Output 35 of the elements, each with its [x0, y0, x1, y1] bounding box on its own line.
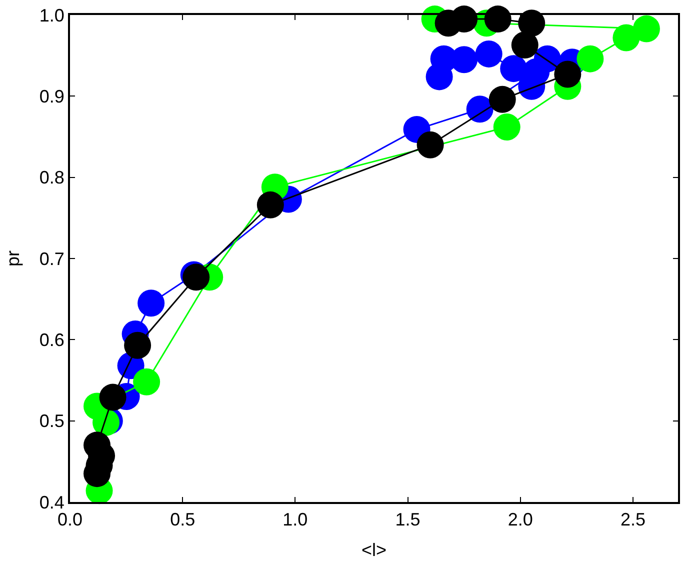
x-tick-label: 1.0 [282, 510, 308, 530]
point [632, 15, 660, 42]
y-tick-label: 0.6 [39, 330, 64, 350]
point [493, 114, 520, 140]
y-tick-label: 0.8 [39, 168, 64, 188]
point [511, 32, 538, 59]
point [256, 191, 284, 218]
y-tick-label: 0.4 [39, 492, 64, 512]
y-tick-label: 0.7 [39, 248, 64, 269]
y-axis-title: pr [3, 250, 24, 267]
x-tick-label: 0.5 [170, 510, 196, 530]
point [426, 63, 453, 90]
x-tick-label: 0.0 [57, 510, 83, 530]
point [554, 60, 582, 88]
x-axis-title: <l> [361, 540, 387, 560]
point [99, 384, 126, 411]
point [416, 131, 444, 158]
point [488, 86, 516, 113]
y-tick-label: 1.0 [39, 5, 64, 26]
x-tick-label: 2.0 [508, 510, 533, 530]
point [576, 45, 604, 72]
point [124, 332, 152, 359]
point [484, 6, 512, 33]
point [138, 290, 165, 317]
point [475, 40, 502, 68]
point [500, 55, 528, 82]
x-tick-label: 1.5 [395, 510, 420, 530]
point [612, 24, 640, 52]
y-tick-label: 0.9 [39, 86, 64, 106]
point [466, 96, 494, 123]
y-tick-label: 0.5 [39, 411, 64, 432]
point [133, 368, 160, 396]
point [534, 45, 561, 72]
point [518, 10, 546, 37]
x-tick-label: 2.5 [620, 510, 646, 530]
